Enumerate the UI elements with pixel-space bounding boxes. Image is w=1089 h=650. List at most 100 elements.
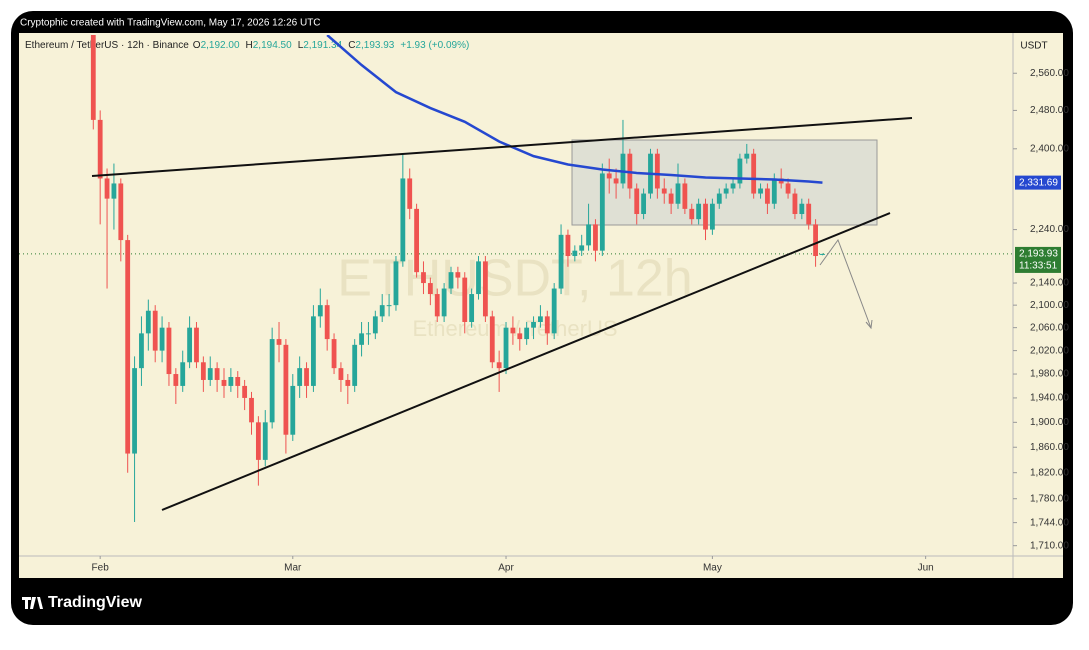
legend-key: C bbox=[348, 40, 355, 51]
candle-body bbox=[414, 208, 420, 273]
legend-key: L bbox=[298, 40, 304, 51]
candle-body bbox=[758, 188, 763, 194]
candle-body bbox=[173, 374, 179, 386]
candle-body bbox=[538, 316, 543, 322]
x-tick-label: Feb bbox=[92, 563, 110, 574]
candle-body bbox=[200, 362, 206, 380]
candle-body bbox=[813, 224, 818, 257]
candle-body bbox=[572, 250, 578, 257]
candle-body bbox=[675, 183, 681, 204]
y-tick-label: 1,744.00 bbox=[1030, 517, 1069, 528]
candle-body bbox=[785, 183, 791, 194]
legend-symbol: Ethereum / TetherUS · 12h · Binance bbox=[25, 40, 189, 51]
candle-body bbox=[317, 305, 323, 317]
candle-body bbox=[345, 379, 351, 386]
candle-body bbox=[503, 327, 509, 369]
price-tag bbox=[1015, 246, 1061, 273]
candle-body bbox=[765, 188, 770, 204]
candle-body bbox=[255, 422, 261, 460]
candle-body bbox=[311, 316, 316, 386]
y-tick-label: 1,710.00 bbox=[1030, 540, 1069, 551]
candle-body bbox=[806, 203, 812, 225]
legend-key: H bbox=[246, 40, 253, 51]
candle-body bbox=[517, 333, 523, 340]
candle-body bbox=[469, 294, 475, 322]
countdown: 11:33:51 bbox=[1019, 261, 1058, 272]
candle-body bbox=[434, 294, 440, 317]
candle-body bbox=[427, 283, 433, 295]
candle-body bbox=[682, 183, 688, 209]
candle-body bbox=[441, 288, 447, 317]
candle-body bbox=[524, 327, 530, 340]
candle-body bbox=[276, 339, 282, 345]
candle-body bbox=[737, 158, 743, 184]
legend-value: 2,191.34 bbox=[303, 40, 342, 51]
x-tick-label: Mar bbox=[284, 563, 302, 574]
candle-body bbox=[496, 362, 502, 369]
candle-body bbox=[194, 327, 199, 363]
candle-body bbox=[510, 327, 516, 334]
trend-line bbox=[161, 212, 891, 511]
candle-body bbox=[696, 203, 702, 220]
candle-body bbox=[558, 234, 564, 289]
axis-unit: USDT bbox=[1020, 41, 1047, 52]
candle-body bbox=[654, 153, 660, 189]
candle-body bbox=[593, 224, 598, 251]
candle-body bbox=[641, 193, 647, 215]
legend-value: 2,194.50 bbox=[253, 40, 292, 51]
candle-body bbox=[448, 272, 454, 289]
candle-body bbox=[372, 316, 378, 334]
ma-price-tag bbox=[1015, 175, 1061, 190]
arrow-head bbox=[865, 319, 873, 330]
candle-body bbox=[751, 153, 757, 194]
candle-body bbox=[235, 376, 241, 386]
candle-body bbox=[166, 327, 172, 375]
candle-body bbox=[331, 339, 337, 369]
candle-body bbox=[820, 253, 825, 255]
x-tick-label: Jun bbox=[918, 563, 934, 574]
candle-body bbox=[283, 344, 289, 435]
candle-body bbox=[544, 316, 550, 334]
candle-body bbox=[482, 261, 488, 317]
price-label: 2,193.93 bbox=[1019, 249, 1058, 260]
y-tick-label: 1,820.00 bbox=[1030, 467, 1069, 478]
x-tick-label: Apr bbox=[498, 563, 514, 574]
candle-body bbox=[606, 173, 612, 179]
candle-body bbox=[228, 376, 234, 386]
candle-body bbox=[709, 203, 715, 230]
candle-body bbox=[139, 333, 144, 369]
y-tick-label: 2,400.00 bbox=[1030, 143, 1069, 154]
candle-body bbox=[668, 193, 674, 204]
candle-body bbox=[634, 188, 640, 215]
ma-price-label: 2,331.69 bbox=[1019, 177, 1058, 188]
chart-panel bbox=[19, 33, 1063, 578]
logo: TradingView bbox=[22, 594, 143, 611]
candle-body bbox=[104, 178, 110, 199]
candle-body bbox=[744, 153, 750, 159]
candle-body bbox=[792, 193, 798, 215]
candle-body bbox=[118, 183, 124, 241]
candle-body bbox=[407, 178, 413, 209]
legend-value: 2,192.00 bbox=[201, 40, 240, 51]
candle-body bbox=[207, 368, 213, 380]
candle-body bbox=[689, 208, 695, 220]
candle-body bbox=[359, 333, 364, 345]
candle-body bbox=[421, 272, 426, 284]
trend-line bbox=[91, 117, 913, 177]
candle-body bbox=[703, 203, 708, 230]
moving-average bbox=[326, 35, 823, 184]
candle-body bbox=[771, 178, 777, 204]
credit: Cryptophic created with TradingView.com,… bbox=[20, 18, 321, 29]
candle-body bbox=[297, 368, 303, 386]
legend: Ethereum / TetherUS · 12h · Binance O2,19… bbox=[25, 40, 469, 51]
candle-body bbox=[716, 193, 722, 204]
candle-body bbox=[531, 321, 536, 328]
y-tick-label: 2,060.00 bbox=[1030, 322, 1069, 333]
plot bbox=[19, 35, 1013, 522]
y-tick-label: 1,860.00 bbox=[1030, 442, 1069, 453]
candle-body bbox=[97, 119, 103, 179]
candle-body bbox=[723, 188, 729, 194]
candle-body bbox=[152, 310, 158, 351]
